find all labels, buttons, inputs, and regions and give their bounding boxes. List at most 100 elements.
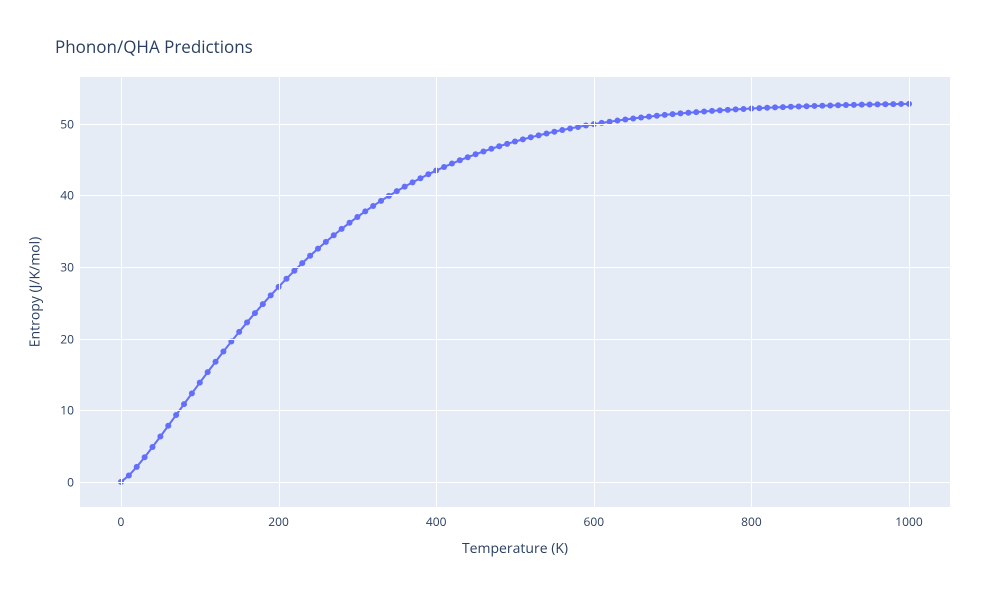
series-marker[interactable] [347,220,353,226]
series-marker[interactable] [622,116,628,122]
series-marker[interactable] [150,444,156,450]
series-marker[interactable] [244,319,250,325]
series-marker[interactable] [709,108,715,114]
series-marker[interactable] [205,369,211,375]
series-marker[interactable] [677,110,683,116]
series-marker[interactable] [370,203,376,209]
series-marker[interactable] [402,184,408,190]
series-marker[interactable] [819,103,825,109]
series-marker[interactable] [362,208,368,214]
y-tick-label: 10 [60,402,74,419]
series-marker[interactable] [733,106,739,112]
series-marker[interactable] [173,412,179,418]
series-marker[interactable] [157,434,163,440]
series-marker[interactable] [788,104,794,110]
series-marker[interactable] [827,102,833,108]
series-marker[interactable] [331,232,337,238]
series-marker[interactable] [567,125,573,131]
series-marker[interactable] [504,141,510,147]
series-marker[interactable] [701,109,707,115]
series-marker[interactable] [851,102,857,108]
x-axis-label: Temperature (K) [462,539,568,558]
series-marker[interactable] [843,102,849,108]
series-marker[interactable] [441,164,447,170]
gridline-h [80,339,950,340]
series-marker[interactable] [654,113,660,119]
series-marker[interactable] [252,310,258,316]
series-marker[interactable] [835,102,841,108]
series-marker[interactable] [410,179,416,185]
series-marker[interactable] [165,423,171,429]
series-marker[interactable] [575,124,581,130]
series-marker[interactable] [134,464,140,470]
series-marker[interactable] [465,154,471,160]
gridline-h [80,195,950,196]
series-marker[interactable] [181,401,187,407]
x-tick-label: 0 [118,513,125,530]
series-marker[interactable] [220,349,226,355]
series-marker[interactable] [859,102,865,108]
series-marker[interactable] [307,253,313,259]
y-tick-label: 30 [60,258,74,275]
series-marker[interactable] [559,127,565,133]
series-marker[interactable] [646,114,652,120]
series-marker[interactable] [804,103,810,109]
series-marker[interactable] [670,111,676,117]
series-marker[interactable] [780,104,786,110]
plot-area[interactable] [80,77,950,507]
series-marker[interactable] [142,454,148,460]
series-marker[interactable] [236,329,242,335]
series-marker[interactable] [685,110,691,116]
series-marker[interactable] [796,103,802,109]
series-marker[interactable] [213,359,219,365]
series-marker[interactable] [339,226,345,232]
x-tick-label: 1000 [895,513,922,530]
series-marker[interactable] [299,260,305,266]
series-marker[interactable] [638,115,644,121]
series-marker[interactable] [457,157,463,163]
series-marker[interactable] [323,239,329,245]
series-marker[interactable] [268,292,274,298]
gridline-v [751,77,752,507]
series-marker[interactable] [378,198,384,204]
series-marker[interactable] [630,115,636,121]
series-marker[interactable] [693,109,699,115]
series-marker[interactable] [473,151,479,157]
series-marker[interactable] [488,146,494,152]
series-marker[interactable] [717,107,723,113]
series-marker[interactable] [875,101,881,107]
series-marker[interactable] [662,112,668,118]
series-marker[interactable] [882,101,888,107]
series-marker[interactable] [520,136,526,142]
series-marker[interactable] [551,129,557,135]
series-marker[interactable] [425,171,431,177]
series-marker[interactable] [536,132,542,138]
series-marker[interactable] [260,301,266,307]
series-marker[interactable] [898,101,904,107]
series-marker[interactable] [772,104,778,110]
series-marker[interactable] [528,134,534,140]
series-marker[interactable] [741,106,747,112]
series-marker[interactable] [354,214,360,220]
series-marker[interactable] [544,130,550,136]
series-marker[interactable] [811,103,817,109]
series-marker[interactable] [291,268,297,274]
series-marker[interactable] [126,473,132,479]
series-marker[interactable] [197,380,203,386]
series-marker[interactable] [496,143,502,149]
series-marker[interactable] [394,188,400,194]
y-tick-label: 0 [67,473,74,490]
series-marker[interactable] [283,276,289,282]
series-marker[interactable] [725,107,731,113]
series-marker[interactable] [480,148,486,154]
series-marker[interactable] [890,101,896,107]
series-marker[interactable] [867,102,873,108]
series-marker[interactable] [315,246,321,252]
series-marker[interactable] [764,105,770,111]
series-marker[interactable] [756,105,762,111]
series-marker[interactable] [449,161,455,167]
series-marker[interactable] [189,390,195,396]
series-marker[interactable] [512,139,518,145]
gridline-v [594,77,595,507]
series-marker[interactable] [417,175,423,181]
